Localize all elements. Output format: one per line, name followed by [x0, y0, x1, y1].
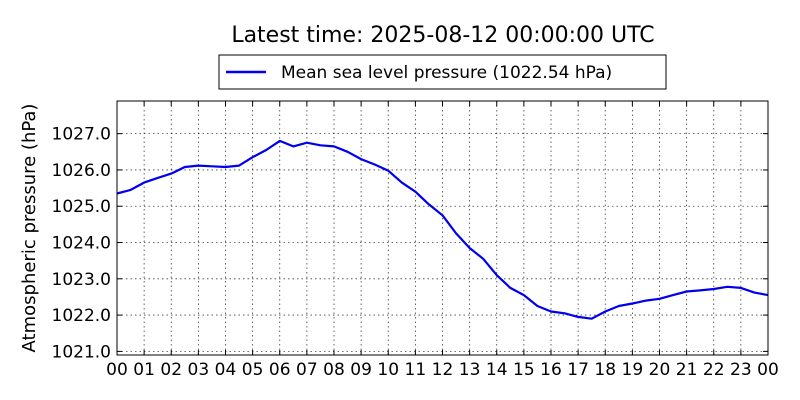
x-tick-label: 14	[486, 360, 508, 380]
x-tick-label: 16	[540, 360, 562, 380]
series-line-mslp	[116, 139, 769, 320]
y-tick-label: 1021.0	[52, 342, 111, 362]
x-tick-label: 03	[188, 360, 210, 380]
x-tick-label: 01	[133, 360, 155, 380]
x-tick-label: 22	[703, 360, 725, 380]
x-tick-label: 11	[405, 360, 427, 380]
legend-box	[218, 54, 667, 90]
x-axis-tick-labels: 00 01 02 03 04 05 06 07 08 09 10 11 12 13 14 15 16 17 18 19…	[106, 360, 779, 380]
y-axis-tick-labels: 1021.0 1022.0 1023.0 1024.0 1025.0 1026.0 1027…	[52, 125, 111, 363]
series-layer	[116, 139, 769, 320]
x-tick-label: 21	[676, 360, 698, 380]
y-axis-label: Atmospheric pressure (hPa)	[19, 104, 40, 353]
x-tick-label: 10	[377, 360, 399, 380]
x-tick-label: 06	[269, 360, 291, 380]
legend-entry-mslp: Mean sea level pressure (1022.54 hPa)	[281, 63, 612, 83]
x-tick-label: 02	[160, 360, 182, 380]
y-tick-label: 1026.0	[52, 161, 111, 181]
x-tick-label: 09	[350, 360, 372, 380]
legend: Mean sea level pressure (1022.54 hPa)	[218, 54, 667, 90]
x-tick-label: 05	[242, 360, 264, 380]
x-tick-label: 13	[459, 360, 481, 380]
y-tick-label: 1025.0	[52, 197, 111, 217]
x-tick-label: 15	[513, 360, 535, 380]
x-tick-label: 19	[622, 360, 644, 380]
x-tick-label: 08	[323, 360, 345, 380]
y-tick-label: 1027.0	[52, 125, 111, 145]
x-tick-label: 07	[296, 360, 318, 380]
x-tick-label: 00	[106, 360, 128, 380]
y-tick-label: 1024.0	[52, 234, 111, 254]
grid	[117, 101, 768, 355]
x-tick-label: 23	[730, 360, 752, 380]
plot-area-frame	[116, 100, 769, 356]
y-tick-label: 1023.0	[52, 270, 111, 290]
x-tick-label: 17	[567, 360, 589, 380]
x-tick-label: 18	[594, 360, 616, 380]
chart-title: Latest time: 2025-08-12 00:00:00 UTC	[231, 23, 654, 48]
y-tick-label: 1022.0	[52, 306, 111, 326]
x-tick-label: 00	[757, 360, 779, 380]
x-tick-label: 04	[215, 360, 237, 380]
x-tick-label: 20	[649, 360, 671, 380]
x-tick-label: 12	[432, 360, 454, 380]
